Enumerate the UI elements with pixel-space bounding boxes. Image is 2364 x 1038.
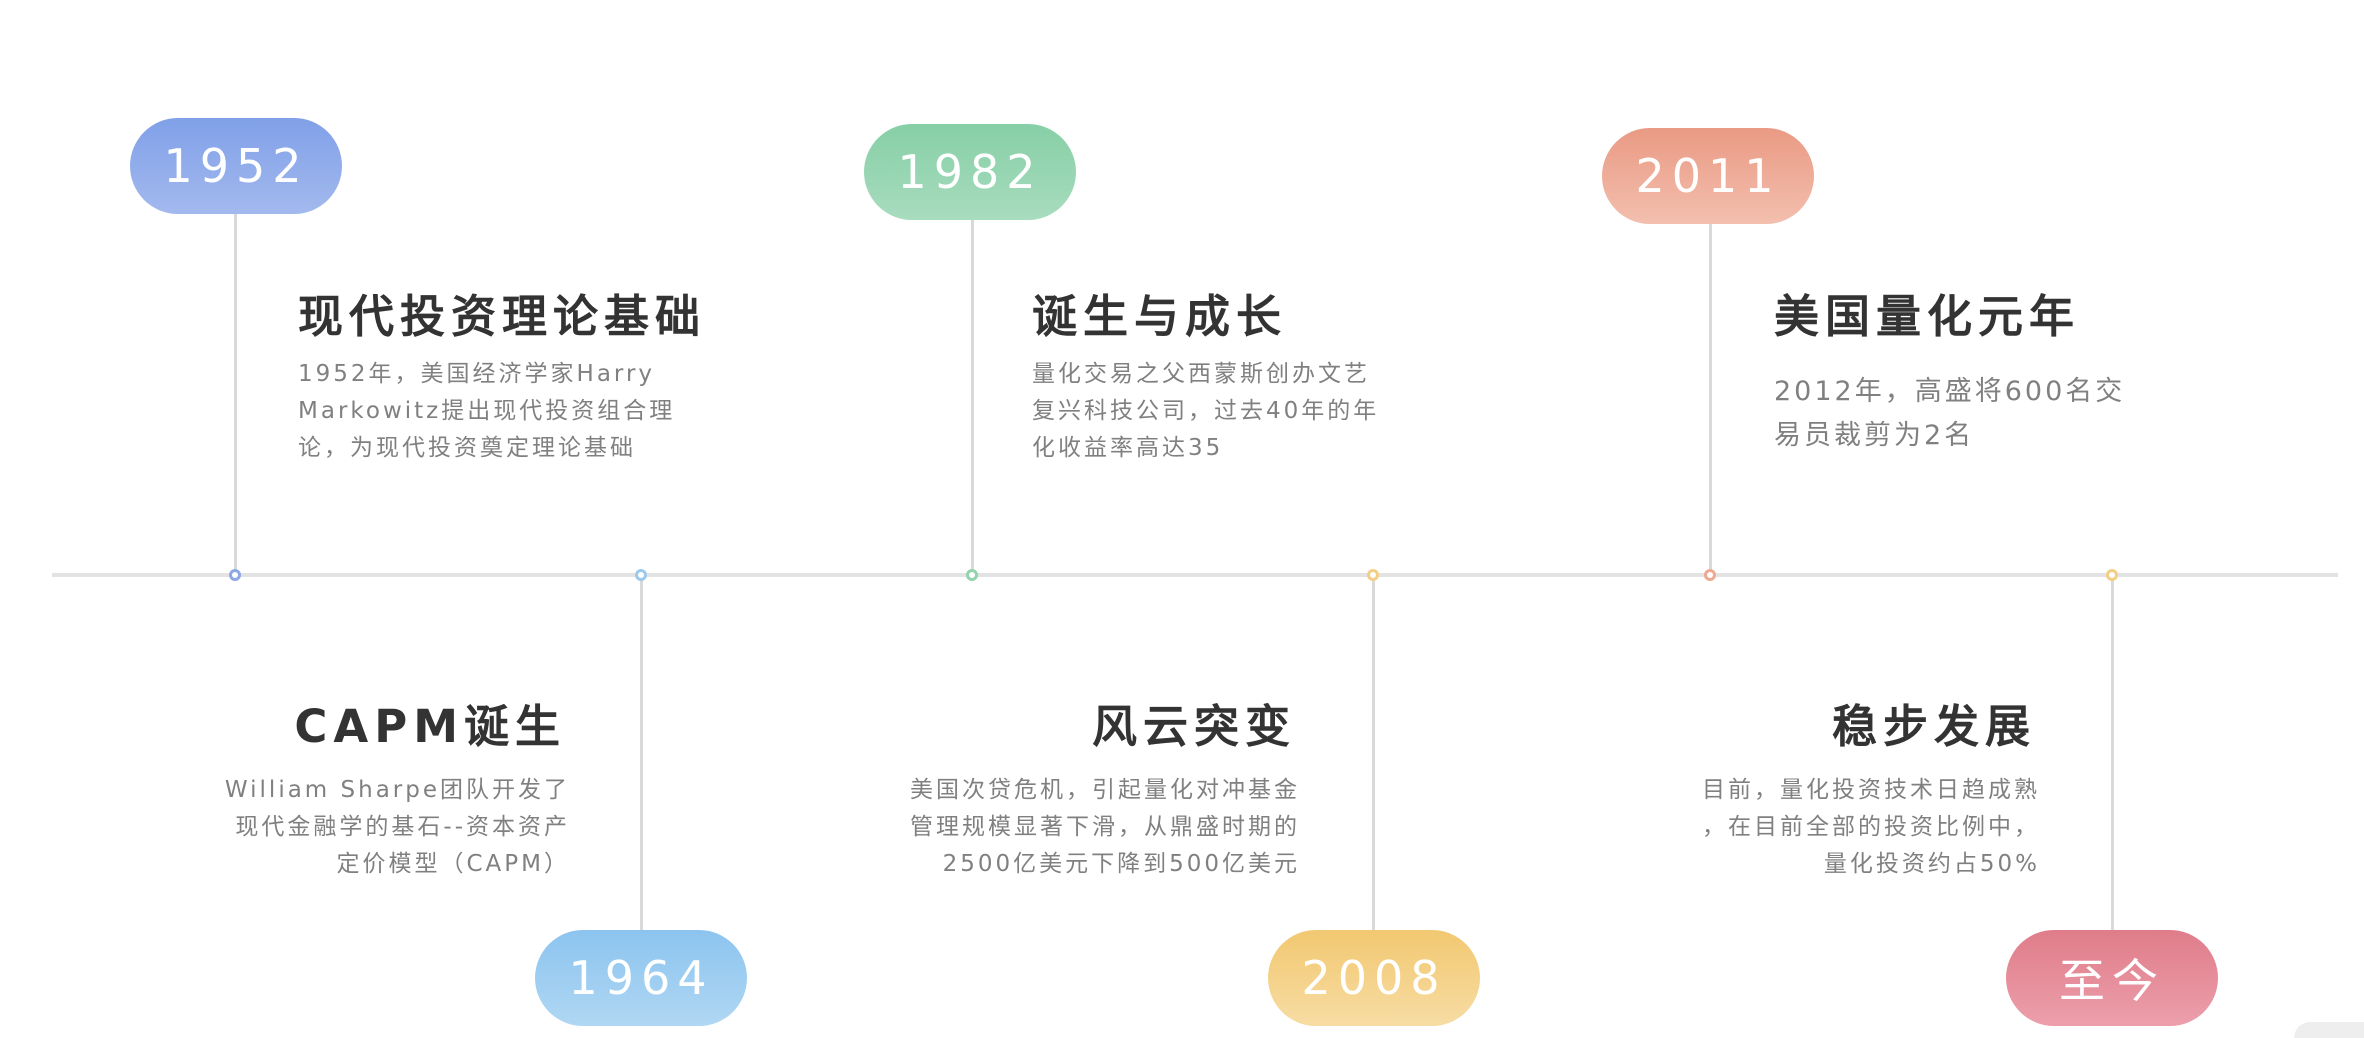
timeline-axis [52,573,2338,577]
dot-2011 [1704,569,1716,581]
corner-shape [2294,1022,2364,1038]
year-pill-2008: 2008 [1268,930,1480,1026]
milestone-desc-1952: 1952年，美国经济学家Harry Markowitz提出现代投资组合理 论，为… [298,361,676,461]
milestone-desc-now: 目前，量化投资技术日趋成熟 ，在目前全部的投资比例中， 量化投资约占50% [1702,777,2040,877]
dot-1952 [229,569,241,581]
title-strip [620,0,1740,12]
milestone-title-1952: 现代投资理论基础 [298,290,707,343]
year-pill-1982: 1982 [864,124,1076,220]
stem-1964 [640,576,643,934]
dot-1982 [966,569,978,581]
stem-2011 [1709,214,1712,576]
dot-2008 [1367,569,1379,581]
year-pill-1952: 1952 [130,118,342,214]
milestone-title-2008: 风云突变 [1091,700,1296,753]
year-pill-now: 至今 [2006,930,2218,1026]
milestone-title-1982: 诞生与成长 [1032,290,1288,343]
milestone-desc-1982: 量化交易之父西蒙斯创办文艺 复兴科技公司，过去40年的年 化收益率高达35 [1032,361,1380,461]
year-pill-2011: 2011 [1602,128,1814,224]
year-pill-1964: 1964 [535,930,747,1026]
stem-now [2111,576,2114,934]
stem-2008 [1372,576,1375,934]
stem-1952 [234,214,237,576]
dot-now [2106,569,2118,581]
milestone-title-now: 稳步发展 [1831,700,2036,753]
milestone-desc-2011: 2012年，高盛将600名交 易员裁剪为2名 [1774,376,2126,451]
milestone-title-1964: CAPM诞生 [294,700,566,753]
stem-1982 [971,214,974,576]
milestone-title-2011: 美国量化元年 [1774,290,2081,343]
milestone-desc-2008: 美国次贷危机，引起量化对冲基金 管理规模显著下滑，从鼎盛时期的 2500亿美元下… [910,777,1300,877]
dot-1964 [635,569,647,581]
milestone-desc-1964: William Sharpe团队开发了 现代金融学的基石--资本资产 定价模型（… [224,777,570,877]
